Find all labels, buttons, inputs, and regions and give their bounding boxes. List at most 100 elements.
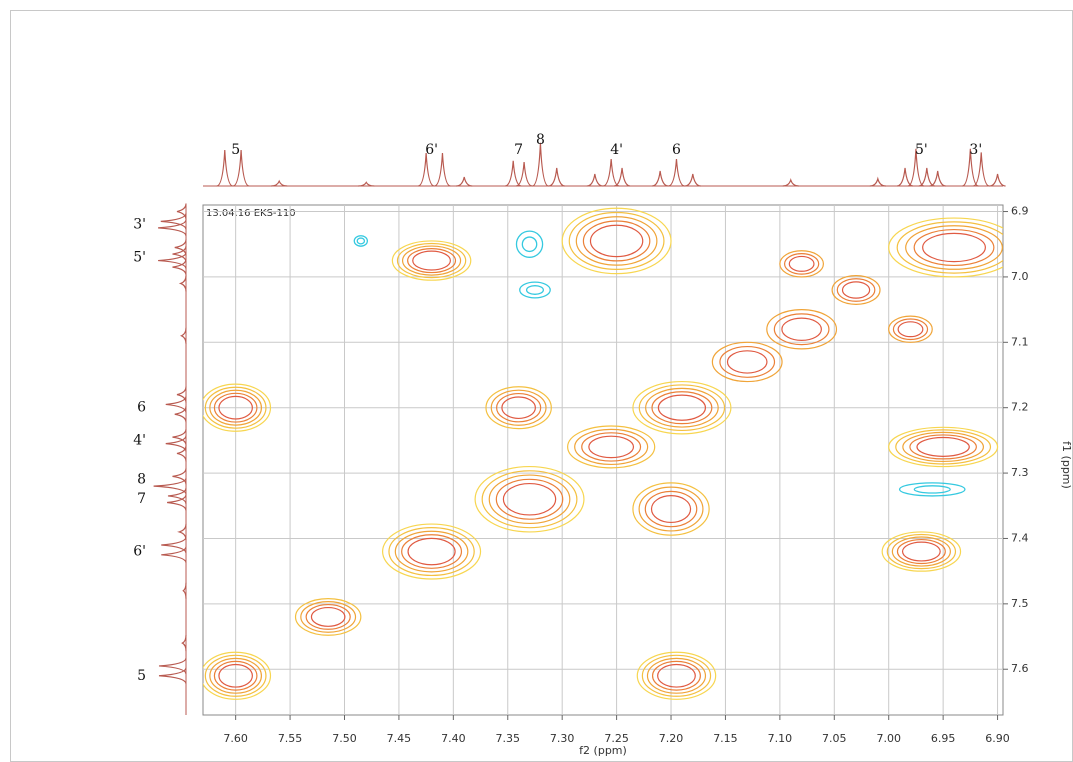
contour <box>213 392 258 423</box>
contour <box>401 534 463 569</box>
peak-label: 5 <box>231 142 240 158</box>
left-trace-peak <box>181 635 187 652</box>
negative-contour <box>898 482 966 497</box>
contour <box>474 465 585 533</box>
contour <box>719 345 776 378</box>
contour <box>488 474 571 525</box>
left-trace-peak <box>174 239 187 256</box>
contour <box>779 250 825 278</box>
contour <box>836 278 876 302</box>
contour <box>209 389 263 426</box>
x-tick-label: 7.30 <box>550 732 575 745</box>
contour <box>568 211 665 271</box>
x-tick-label: 7.20 <box>659 732 684 745</box>
contour <box>294 598 362 636</box>
left-trace-peak <box>176 445 187 462</box>
x-tick-label: 7.45 <box>387 732 412 745</box>
x-tick-label: 7.40 <box>441 732 466 745</box>
left-trace-peak <box>182 582 187 599</box>
peak-label: 3' <box>133 217 146 233</box>
contour <box>788 255 815 272</box>
x-tick-label: 6.90 <box>985 732 1010 745</box>
peak-label: 5' <box>915 142 928 158</box>
x-axis-label: f2 (ppm) <box>579 744 627 757</box>
contour <box>781 317 822 341</box>
top-trace-peak <box>358 181 375 187</box>
left-trace-peak <box>158 252 187 269</box>
contour <box>391 240 472 281</box>
x-tick-label: 7.25 <box>604 732 629 745</box>
contour <box>412 250 451 271</box>
peak-label: 7 <box>514 142 523 158</box>
y-axis-label: f1 (ppm) <box>1060 441 1073 489</box>
top-trace-peak <box>907 148 925 187</box>
contour <box>218 663 253 688</box>
contour <box>644 490 698 528</box>
y-tick-label: 7.5 <box>1011 597 1029 610</box>
top-trace-peak <box>962 148 979 187</box>
y-tick-label: 7.3 <box>1011 466 1029 479</box>
contour <box>638 384 726 432</box>
x-tick-label: 7.60 <box>223 732 248 745</box>
contour <box>407 537 456 566</box>
contour <box>388 527 475 577</box>
x-tick-label: 7.15 <box>713 732 738 745</box>
contour <box>646 657 707 694</box>
contour <box>783 253 820 275</box>
negative-contour <box>525 285 545 295</box>
contour <box>657 394 707 421</box>
peak-label: 6 <box>137 400 146 416</box>
top-trace-peak <box>613 167 631 187</box>
negative-contour <box>913 485 951 494</box>
contour <box>581 432 642 462</box>
contour <box>501 396 536 420</box>
corner-title: 13.04.16 EKS-110 <box>206 208 296 219</box>
peak-label: 6 <box>672 142 681 158</box>
peak-label: 6' <box>133 544 146 560</box>
contour <box>203 383 272 432</box>
contour <box>766 309 838 350</box>
contour <box>657 663 696 688</box>
contour <box>888 217 1003 278</box>
top-trace-peak <box>603 158 620 187</box>
contour <box>401 245 462 276</box>
contour <box>561 207 672 275</box>
contour <box>916 436 970 457</box>
top-trace-peak <box>652 170 669 187</box>
left-trace-peak <box>177 523 187 540</box>
left-trace-peak <box>172 468 187 485</box>
y-tick-label: 7.6 <box>1011 662 1029 675</box>
top-trace-peak <box>929 170 946 187</box>
top-trace-peak <box>456 176 473 187</box>
left-trace-peak <box>158 219 187 237</box>
left-trace-peak <box>153 477 187 495</box>
top-trace-peak <box>216 149 233 187</box>
y-tick-label: 7.2 <box>1011 401 1029 414</box>
contour <box>888 315 933 343</box>
contour <box>305 603 351 630</box>
contour <box>888 426 999 468</box>
top-trace-peak <box>782 178 799 187</box>
contour <box>204 654 267 697</box>
contour <box>896 538 946 565</box>
contour <box>881 531 962 572</box>
x-tick-label: 7.10 <box>768 732 793 745</box>
contour <box>407 248 457 274</box>
contour <box>922 232 986 263</box>
contour <box>502 482 557 516</box>
left-trace-peak <box>176 386 187 403</box>
negative-contour <box>356 237 366 245</box>
top-trace-peak <box>532 142 549 187</box>
contour <box>886 533 957 570</box>
contour <box>636 651 717 700</box>
left-trace-peak <box>178 275 187 292</box>
negative-contour <box>521 236 538 253</box>
contour <box>490 389 547 426</box>
contour <box>496 392 542 423</box>
x-tick-label: 7.00 <box>876 732 901 745</box>
top-trace-peak <box>586 173 603 187</box>
contour <box>204 386 267 429</box>
contour <box>841 281 871 299</box>
y-tick-label: 7.1 <box>1011 335 1029 348</box>
left-trace-peak <box>172 259 187 276</box>
